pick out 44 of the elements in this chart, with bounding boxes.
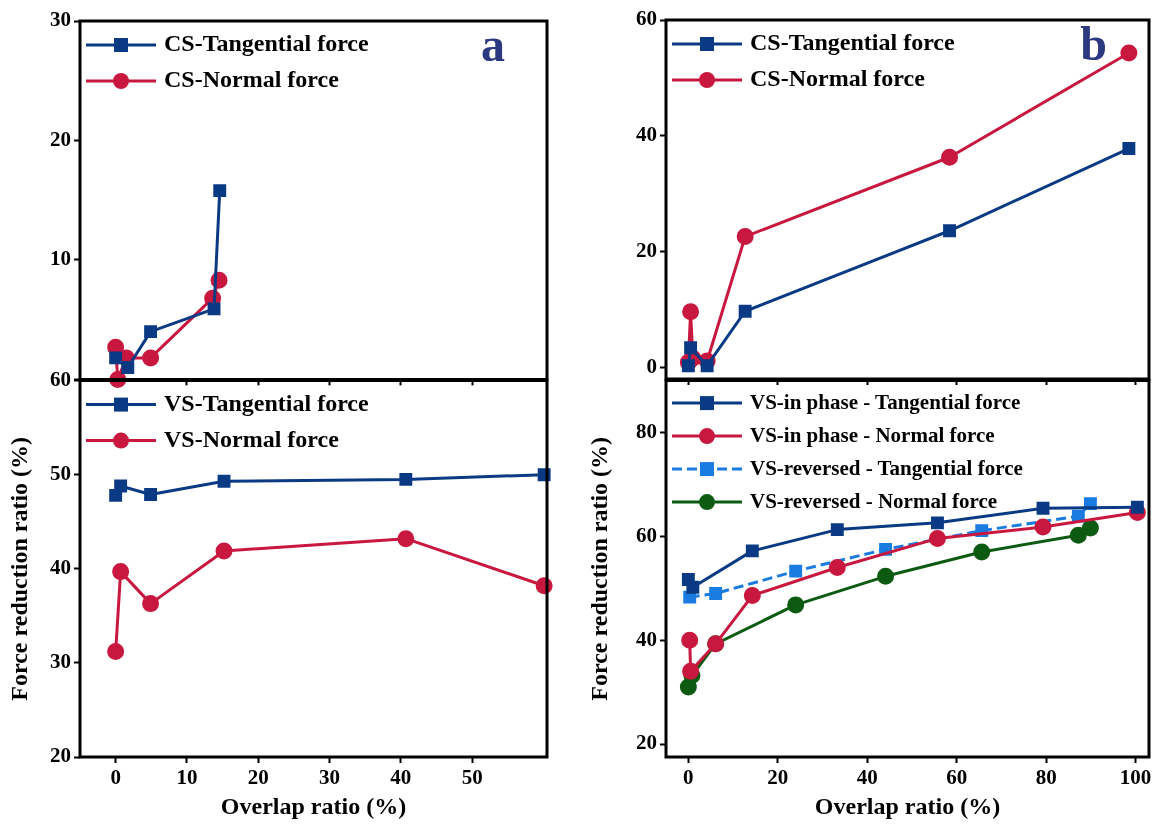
x-tick-label: 40 [856, 765, 878, 790]
x-tick-label: 20 [767, 765, 789, 790]
legend-label: CS-Normal force [164, 66, 340, 93]
y-tick-label: 20 [636, 238, 657, 263]
y-tick-label: 20 [50, 126, 71, 151]
x-tick-label: 80 [1035, 765, 1057, 790]
x-tick-label: 60 [946, 765, 968, 790]
y-tick-label: 40 [636, 626, 657, 651]
x-tick-label: 30 [319, 765, 341, 790]
y-tick-label: 0 [646, 353, 657, 378]
legend-label: VS-reversed - Tangential force [750, 455, 1023, 480]
x-tick-label: 10 [176, 765, 198, 790]
legend-label: VS-Normal force [164, 425, 340, 452]
legend-label: VS-Tangential force [164, 389, 370, 416]
y-axis-title: Force reduction ratio (%) [585, 436, 612, 701]
y-tick-label: 30 [50, 7, 71, 32]
y-tick-label: 10 [50, 246, 71, 271]
x-tick-label: 50 [461, 765, 483, 790]
legend-label: CS-Normal force [750, 65, 926, 92]
y-axis-title: Force reduction ratio (%) [5, 436, 32, 701]
x-axis-title: Overlap ratio (%) [814, 792, 1001, 819]
y-tick-label: 60 [636, 6, 657, 31]
y-tick-label: 60 [50, 367, 71, 392]
y-tick-label: 60 [636, 522, 657, 547]
y-tick-label: 30 [50, 649, 71, 674]
y-tick-label: 20 [636, 730, 657, 755]
y-tick-label: 80 [636, 418, 657, 443]
legend-label: VS-in phase - Normal force [750, 422, 995, 447]
x-tick-label: 100 [1119, 765, 1152, 790]
x-axis-title: Overlap ratio (%) [220, 792, 407, 819]
legend-label: VS-reversed - Normal force [750, 488, 998, 513]
y-tick-label: 40 [636, 122, 657, 147]
x-tick-label: 0 [110, 765, 121, 790]
x-tick-label: 40 [390, 765, 412, 790]
y-tick-label: 20 [50, 743, 71, 768]
x-tick-label: 20 [247, 765, 269, 790]
legend-label: VS-in phase - Tangential force [750, 389, 1021, 414]
annotation: a [481, 18, 505, 72]
annotation: b [1080, 17, 1107, 71]
y-tick-label: 40 [50, 555, 71, 580]
x-tick-label: 0 [683, 765, 694, 790]
legend-label: CS-Tangential force [750, 29, 956, 56]
legend-label: CS-Tangential force [164, 30, 370, 57]
y-tick-label: 50 [50, 461, 71, 486]
